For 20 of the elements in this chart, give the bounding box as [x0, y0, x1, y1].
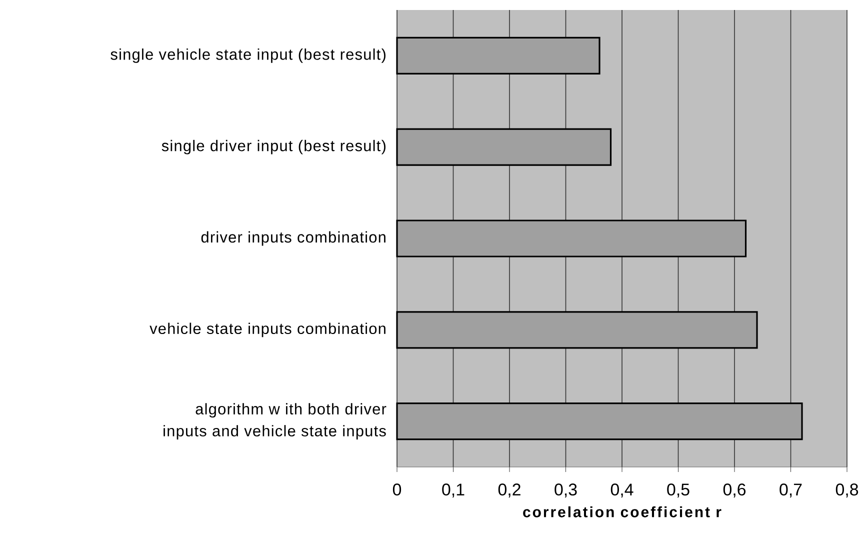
- bar: [396, 402, 803, 440]
- bar: [396, 311, 758, 349]
- y-tick-label: single driver input (best result): [162, 140, 386, 154]
- x-tick-label: 0,2: [498, 484, 520, 498]
- x-axis-title: correlation coefficient r: [523, 506, 722, 518]
- x-tick-label: 0,7: [780, 484, 802, 498]
- bar: [396, 220, 747, 258]
- y-tick-label: driver inputs combination: [201, 231, 386, 246]
- x-tick-label: 0,8: [836, 484, 858, 498]
- x-tick-label: 0,1: [442, 484, 464, 498]
- y-tick-label: algorithm w ith both driver inputs and vehicle state inputs: [164, 403, 386, 440]
- x-tick-label: 0,3: [554, 484, 577, 498]
- x-tick-label: 0,5: [667, 484, 690, 498]
- x-tick-label: 0: [392, 484, 402, 496]
- y-tick-label: single vehicle state input (best result): [110, 48, 386, 63]
- x-tick-label: 0,6: [723, 484, 746, 498]
- y-tick-label: vehicle state inputs combination: [150, 322, 386, 338]
- x-tick-label: 0,4: [610, 484, 634, 498]
- bar: [396, 128, 612, 166]
- bar: [396, 36, 600, 74]
